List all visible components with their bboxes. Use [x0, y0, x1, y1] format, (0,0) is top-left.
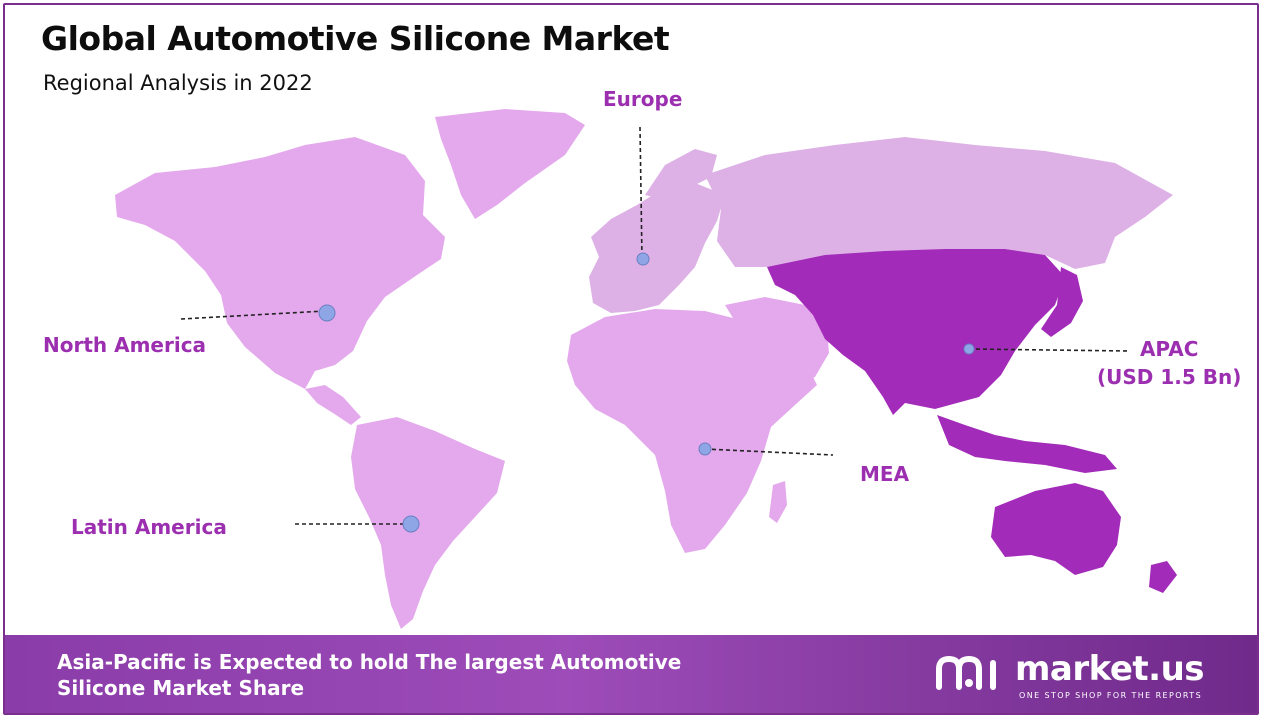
- latin-america-marker: [402, 515, 420, 533]
- madagascar-shape: [769, 481, 787, 523]
- footer-banner: Asia-Pacific is Expected to hold The lar…: [5, 635, 1257, 713]
- japan-shape: [1041, 267, 1083, 337]
- central-america-shape: [305, 385, 361, 425]
- mea-leader: [704, 448, 834, 456]
- footer-line-2: Silicone Market Share: [57, 676, 305, 700]
- new-zealand-shape: [1149, 561, 1177, 593]
- region-label-latin-america: Latin America: [71, 515, 227, 539]
- apac-leader: [968, 348, 1130, 352]
- europe-marker: [636, 252, 650, 266]
- south-america-shape: [351, 417, 505, 629]
- scandinavia-shape: [645, 149, 717, 201]
- middle-east-shape: [725, 297, 829, 387]
- region-label-north-america: North America: [43, 333, 207, 357]
- north-america-leader: [180, 310, 326, 320]
- brand-logo-block: market.us ONE STOP SHOP FOR THE REPORTS: [933, 649, 1233, 705]
- greenland-shape: [435, 109, 585, 219]
- mea-marker: [698, 442, 712, 456]
- page-title: Global Automotive Silicone Market: [41, 19, 670, 58]
- africa-shape: [567, 309, 817, 553]
- australia-shape: [991, 483, 1121, 575]
- apac-shape: [767, 249, 1065, 415]
- market-us-logo-icon: [936, 655, 996, 690]
- infographic-frame: Global Automotive Silicone Market Region…: [3, 3, 1259, 715]
- europe-shape: [589, 183, 725, 313]
- region-label-apac: APAC (USD 1.5 Bn): [1097, 335, 1241, 391]
- brand-tagline: ONE STOP SHOP FOR THE REPORTS: [1019, 691, 1203, 700]
- apac-marker: [963, 343, 975, 355]
- north-asia-shape: [705, 137, 1173, 269]
- page-subtitle: Regional Analysis in 2022: [43, 71, 313, 95]
- footer-statement: Asia-Pacific is Expected to hold The lar…: [57, 649, 681, 701]
- north-america-marker: [318, 304, 336, 322]
- north-america-shape: [115, 137, 445, 389]
- apac-value: (USD 1.5 Bn): [1097, 365, 1242, 389]
- footer-line-1: Asia-Pacific is Expected to hold The lar…: [57, 650, 682, 674]
- brand-name: market.us: [1015, 649, 1205, 689]
- world-map: [115, 109, 1177, 629]
- region-label-mea: MEA: [860, 462, 910, 486]
- europe-leader: [639, 126, 643, 260]
- apac-name: APAC: [1139, 337, 1199, 361]
- region-label-europe: Europe: [603, 87, 683, 111]
- southeast-asia-shape: [937, 415, 1117, 473]
